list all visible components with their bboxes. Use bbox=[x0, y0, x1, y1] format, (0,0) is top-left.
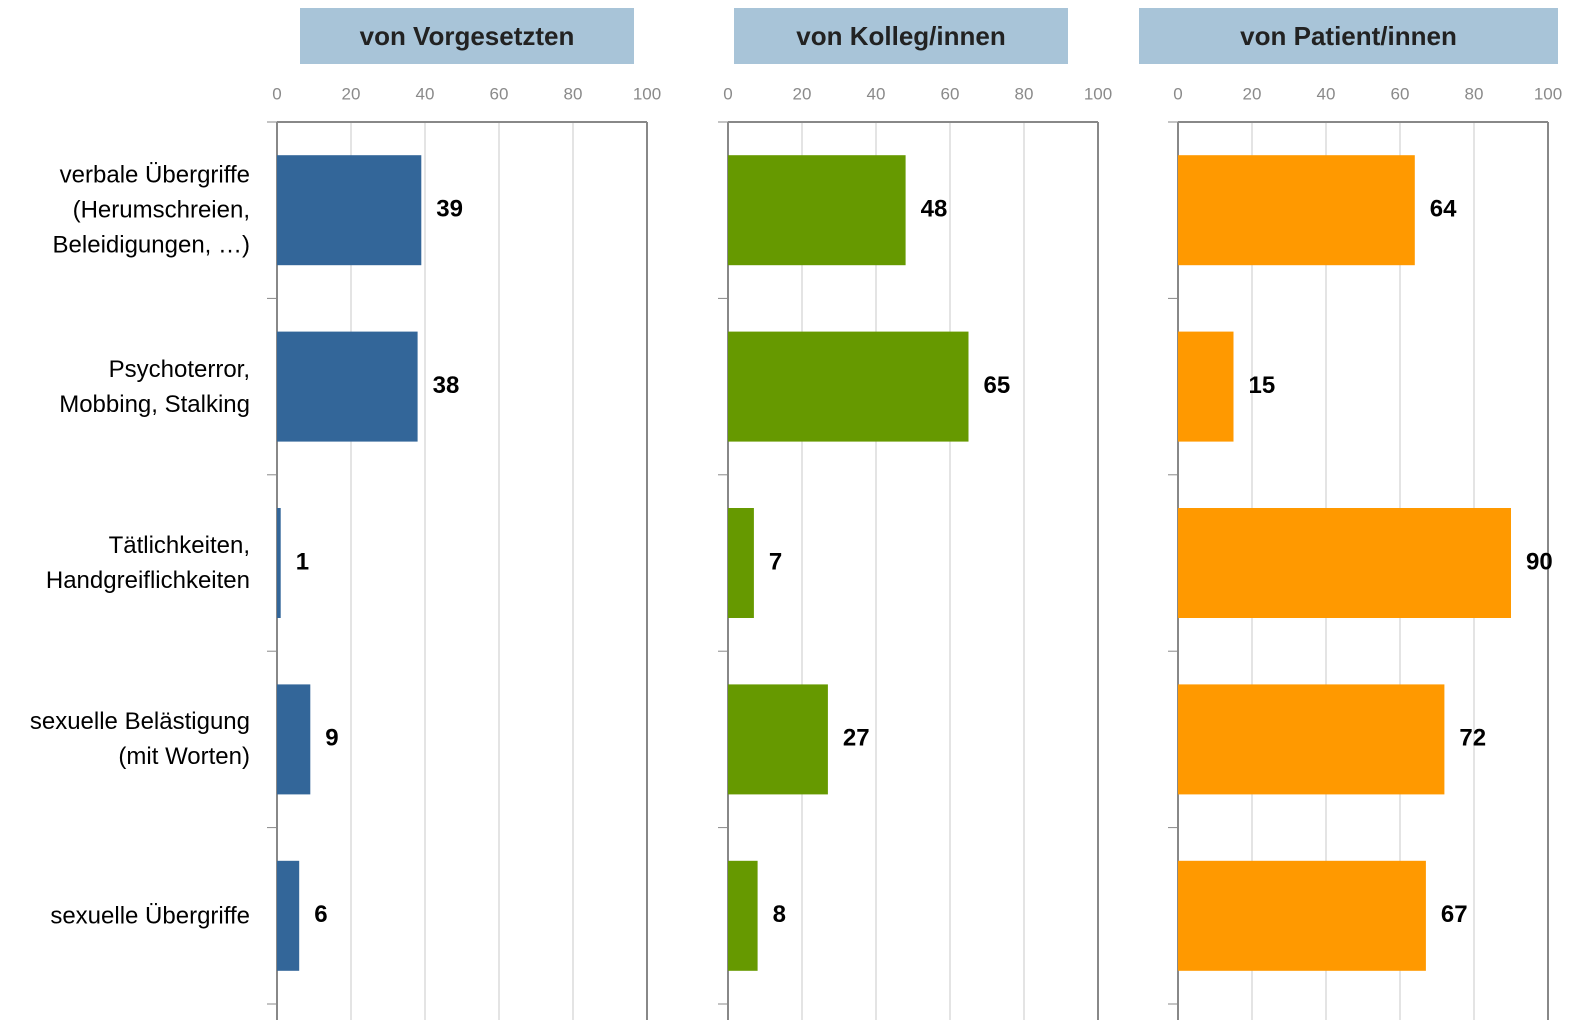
x-tick-label: 40 bbox=[1317, 84, 1336, 103]
x-tick-label: 100 bbox=[1084, 84, 1112, 103]
x-tick-label: 80 bbox=[564, 84, 583, 103]
value-label: 72 bbox=[1459, 725, 1486, 752]
panel-title: von Patient/innen bbox=[1240, 21, 1457, 51]
category-label: verbale Übergriffe (Herumschreien, Belei… bbox=[52, 161, 250, 259]
category-label: sexuelle Übergriffe bbox=[50, 902, 250, 930]
bar bbox=[1178, 155, 1415, 266]
bar bbox=[728, 155, 906, 266]
x-tick-label: 60 bbox=[941, 84, 960, 103]
x-tick-label: 40 bbox=[867, 84, 886, 103]
bar bbox=[728, 684, 828, 795]
value-label: 6 bbox=[314, 901, 327, 928]
value-label: 64 bbox=[1430, 196, 1457, 223]
x-tick-label: 0 bbox=[1173, 84, 1182, 103]
bar bbox=[1178, 684, 1445, 795]
x-tick-label: 20 bbox=[793, 84, 812, 103]
panel-title: von Vorgesetzten bbox=[360, 21, 575, 51]
category-label: Tätlichkeiten, Handgreiflichkeiten bbox=[45, 532, 250, 594]
value-label: 39 bbox=[436, 196, 463, 223]
bar bbox=[277, 331, 418, 442]
value-label: 7 bbox=[769, 548, 782, 575]
value-label: 15 bbox=[1249, 372, 1276, 399]
bar bbox=[277, 684, 311, 795]
value-label: 9 bbox=[325, 725, 338, 752]
category-label: Psychoterror, Mobbing, Stalking bbox=[59, 355, 250, 418]
x-tick-label: 80 bbox=[1465, 84, 1484, 103]
value-label: 48 bbox=[921, 196, 948, 223]
bar bbox=[1178, 508, 1511, 618]
bar bbox=[277, 508, 281, 618]
value-label: 67 bbox=[1441, 901, 1468, 928]
panel-header bbox=[734, 8, 1068, 64]
x-tick-label: 100 bbox=[1534, 84, 1562, 103]
bar bbox=[728, 331, 969, 442]
value-label: 27 bbox=[843, 725, 870, 752]
value-label: 38 bbox=[433, 372, 460, 399]
x-tick-label: 80 bbox=[1015, 84, 1034, 103]
bar bbox=[1178, 331, 1234, 442]
value-label: 65 bbox=[984, 372, 1011, 399]
x-tick-label: 0 bbox=[272, 84, 281, 103]
x-tick-label: 60 bbox=[1391, 84, 1410, 103]
panel-header bbox=[300, 8, 634, 64]
panel-header bbox=[1139, 8, 1558, 64]
value-label: 90 bbox=[1526, 548, 1553, 575]
panel-title: von Kolleg/innen bbox=[796, 21, 1005, 51]
x-tick-label: 60 bbox=[490, 84, 509, 103]
x-tick-label: 100 bbox=[633, 84, 661, 103]
category-label: sexuelle Belästigung (mit Worten) bbox=[29, 708, 250, 771]
x-tick-label: 20 bbox=[342, 84, 361, 103]
bar bbox=[1178, 860, 1426, 971]
value-label: 8 bbox=[773, 901, 786, 928]
bar bbox=[728, 860, 758, 971]
value-label: 1 bbox=[296, 548, 309, 575]
x-tick-label: 20 bbox=[1243, 84, 1262, 103]
bar bbox=[277, 860, 300, 971]
bar bbox=[728, 508, 754, 618]
x-tick-label: 40 bbox=[416, 84, 435, 103]
x-tick-label: 0 bbox=[723, 84, 732, 103]
bar bbox=[277, 155, 422, 266]
